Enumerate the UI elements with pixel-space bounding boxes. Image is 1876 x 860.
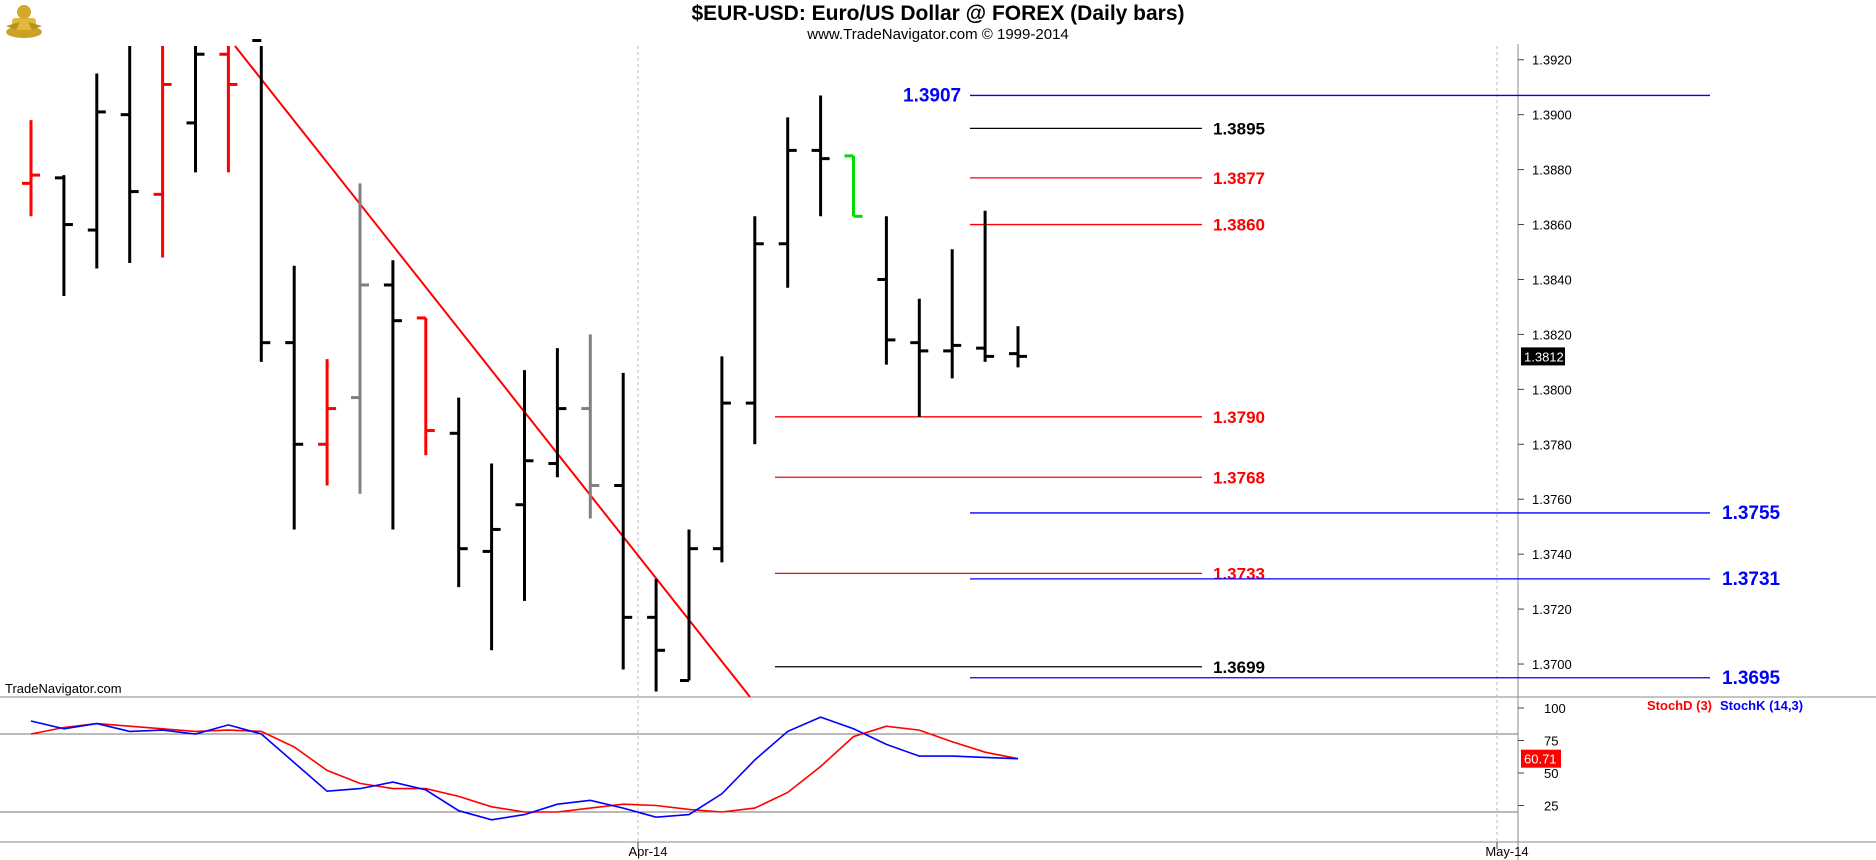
trade-navigator-logo-icon — [6, 5, 42, 38]
stoch-series-line — [30, 716, 1019, 821]
level-label: 1.3733 — [1213, 564, 1265, 583]
x-tick-label: Apr-14 — [628, 844, 667, 859]
level-label: 1.3731 — [1722, 569, 1781, 590]
price-tick-label: 1.3700 — [1532, 657, 1572, 672]
watermark-text: TradeNavigator.com — [5, 681, 122, 696]
level-label: 1.3695 — [1722, 668, 1781, 689]
chart-subtitle: www.TradeNavigator.com © 1999-2014 — [807, 26, 1069, 43]
x-tick-label: May-14 — [1485, 844, 1528, 859]
price-tick-label: 1.3880 — [1532, 163, 1572, 178]
price-tick-label: 1.3760 — [1532, 492, 1572, 507]
stoch-tick-label: 75 — [1544, 734, 1558, 749]
stoch-last-label: 60.71 — [1524, 752, 1557, 767]
price-tick-label: 1.3820 — [1532, 327, 1572, 342]
stoch-series-line — [30, 722, 1019, 813]
level-label: 1.3790 — [1213, 408, 1265, 427]
price-tick-label: 1.3720 — [1532, 602, 1572, 617]
level-label: 1.3755 — [1722, 503, 1781, 524]
price-tick-label: 1.3840 — [1532, 272, 1572, 287]
level-label: 1.3699 — [1213, 658, 1265, 677]
stoch-legend-d: StochD (3) — [1647, 698, 1712, 713]
price-tick-label: 1.3860 — [1532, 218, 1572, 233]
price-tick-label: 1.3900 — [1532, 108, 1572, 123]
level-label: 1.3907 — [903, 85, 961, 106]
stoch-tick-label: 100 — [1544, 701, 1566, 716]
price-tick-label: 1.3780 — [1532, 437, 1572, 452]
price-tick-label: 1.3920 — [1532, 53, 1572, 68]
price-tick-label: 1.3740 — [1532, 547, 1572, 562]
stoch-legend-k: StochK (14,3) — [1720, 698, 1803, 713]
level-label: 1.3860 — [1213, 216, 1265, 235]
level-label: 1.3768 — [1213, 468, 1265, 487]
price-tick-label: 1.3800 — [1532, 382, 1572, 397]
stoch-last-box — [1521, 749, 1561, 768]
last-price-box — [1521, 347, 1565, 366]
level-label: 1.3877 — [1213, 169, 1265, 188]
level-label: 1.3895 — [1213, 119, 1265, 138]
stoch-tick-label: 50 — [1544, 766, 1558, 781]
chart-title: $EUR-USD: Euro/US Dollar @ FOREX (Daily … — [691, 2, 1185, 25]
plot-background — [0, 44, 1876, 844]
stoch-tick-label: 25 — [1544, 799, 1558, 814]
trendline — [234, 45, 751, 698]
last-price-label: 1.3812 — [1524, 349, 1564, 364]
